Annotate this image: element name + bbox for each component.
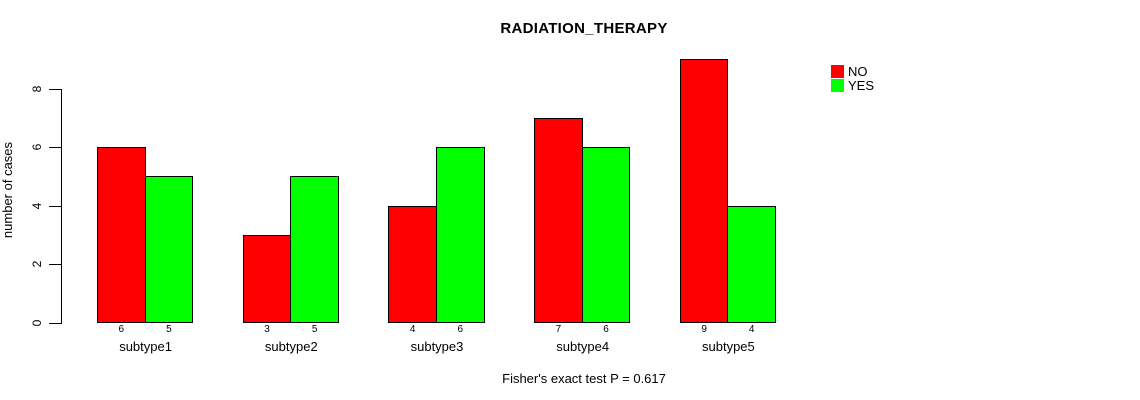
bar-no-subtype1 xyxy=(97,147,146,323)
bar-value-label: 7 xyxy=(555,324,562,335)
legend-item-yes: YES xyxy=(831,79,874,92)
legend-swatch-icon xyxy=(831,79,844,92)
bar-yes-subtype3 xyxy=(436,147,485,323)
bar-yes-subtype5 xyxy=(727,205,776,323)
y-tick-label: 0 xyxy=(30,319,44,326)
category-label-subtype2: subtype2 xyxy=(264,339,318,354)
chart-title: RADIATION_THERAPY xyxy=(500,20,668,37)
y-tick xyxy=(49,264,61,265)
category-label-subtype4: subtype4 xyxy=(556,339,610,354)
y-tick-label: 8 xyxy=(30,85,44,92)
bar-value-label: 4 xyxy=(748,324,755,335)
bar-yes-subtype1 xyxy=(144,176,194,323)
y-axis-line xyxy=(61,88,62,324)
bar-value-label: 6 xyxy=(603,324,609,335)
bar-value-label: 6 xyxy=(118,324,125,335)
bar-yes-subtype4 xyxy=(581,147,631,323)
legend: NO YES xyxy=(831,65,874,92)
bar-value-label: 5 xyxy=(311,324,318,335)
y-tick xyxy=(49,322,61,324)
bar-yes-subtype2 xyxy=(290,176,339,323)
category-label-subtype5: subtype5 xyxy=(702,339,755,354)
bar-value-label: 4 xyxy=(409,324,416,335)
category-label-subtype3: subtype3 xyxy=(410,339,464,354)
y-tick-label: 2 xyxy=(30,260,44,268)
y-tick-label: 4 xyxy=(30,202,44,209)
bar-value-label: 5 xyxy=(166,324,172,335)
legend-label: NO xyxy=(848,64,868,79)
legend-swatch-icon xyxy=(831,65,844,78)
bar-value-label: 9 xyxy=(701,324,707,335)
bar-value-label: 6 xyxy=(457,324,464,335)
bar-no-subtype4 xyxy=(534,117,583,323)
legend-label: YES xyxy=(848,78,875,93)
y-tick xyxy=(49,205,61,207)
legend-item-no: NO xyxy=(831,65,874,78)
y-tick-label: 6 xyxy=(30,143,44,151)
bar-no-subtype3 xyxy=(388,205,437,323)
statistical-test-annotation: Fisher's exact test P = 0.617 xyxy=(502,371,666,386)
bar-no-subtype5 xyxy=(679,59,729,323)
bar-value-label: 3 xyxy=(264,324,270,335)
y-tick xyxy=(49,88,61,90)
category-label-subtype1: subtype1 xyxy=(119,339,172,354)
bar-no-subtype2 xyxy=(242,234,292,323)
y-tick xyxy=(49,147,61,148)
